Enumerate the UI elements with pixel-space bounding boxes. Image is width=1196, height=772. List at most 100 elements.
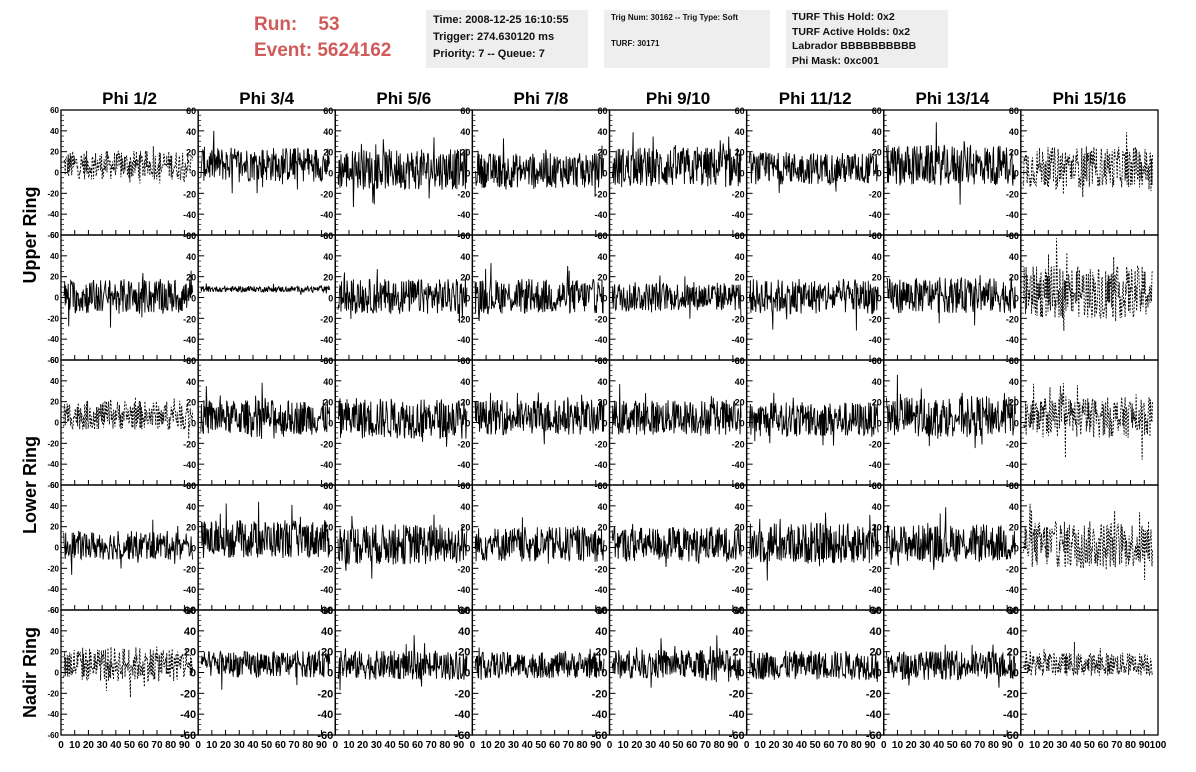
y-tick-label: 20 bbox=[872, 523, 882, 533]
y-tick-label: 60 bbox=[735, 356, 745, 366]
y-tick-label: 60 bbox=[50, 106, 59, 115]
y-tick-label: -60 bbox=[594, 481, 607, 491]
y-tick-label: -40 bbox=[594, 210, 607, 220]
y-tick-label: -60 bbox=[320, 606, 333, 616]
waveform-r2-c3 bbox=[337, 269, 468, 323]
x-tick-label: 50 bbox=[124, 740, 136, 751]
y-tick-label: 20 bbox=[735, 273, 745, 283]
y-tick-label: 60 bbox=[597, 231, 607, 241]
y-tick-label: -40 bbox=[1006, 585, 1019, 595]
y-tick-label: -40 bbox=[317, 709, 333, 721]
y-tick-label: -40 bbox=[183, 210, 196, 220]
waveform-r5-c1 bbox=[63, 646, 194, 698]
panel-r5-c8 bbox=[1020, 609, 1159, 736]
y-tick-label: -20 bbox=[47, 689, 59, 698]
priority-text: Priority: 7 -- Queue: 7 bbox=[433, 48, 545, 60]
x-tick-label: 80 bbox=[851, 740, 863, 751]
y-tick-label: -40 bbox=[1006, 460, 1019, 470]
y-tick-label: 40 bbox=[50, 627, 59, 636]
y-tick-label: -20 bbox=[47, 314, 59, 323]
x-tick-label: 60 bbox=[686, 740, 698, 751]
y-tick-label: 0 bbox=[328, 419, 333, 429]
y-tick-label: 20 bbox=[735, 148, 745, 158]
x-tick-label: 30 bbox=[919, 740, 931, 751]
y-tick-label: 60 bbox=[735, 231, 745, 241]
y-tick-label: 40 bbox=[872, 252, 882, 262]
waveform-r4-c5 bbox=[611, 523, 742, 568]
time-info-box: Time: 2008-12-25 16:10:55 Trigger: 274.6… bbox=[426, 10, 588, 68]
y-tick-label: 20 bbox=[50, 273, 59, 282]
y-tick-label: 20 bbox=[595, 647, 607, 659]
y-tick-label: 20 bbox=[460, 148, 470, 158]
y-tick-label: 0 bbox=[876, 668, 882, 680]
waveform-r2-c1 bbox=[63, 270, 194, 328]
x-tick-label: 20 bbox=[631, 740, 643, 751]
y-tick-label: -60 bbox=[180, 730, 196, 742]
waveform-r3-c4 bbox=[474, 392, 605, 445]
y-tick-label: 40 bbox=[735, 377, 745, 387]
x-tick-label: 0 bbox=[195, 740, 201, 751]
y-tick-label: -40 bbox=[47, 710, 59, 719]
y-tick-label: -20 bbox=[454, 688, 470, 700]
y-tick-label: 60 bbox=[872, 231, 882, 241]
x-tick-label: 50 bbox=[261, 740, 273, 751]
x-tick-label: 30 bbox=[508, 740, 520, 751]
y-tick-label: 0 bbox=[55, 294, 60, 303]
event-line: Event: 5624162 bbox=[254, 38, 391, 64]
y-tick-label: -40 bbox=[732, 210, 745, 220]
y-tick-label: 20 bbox=[872, 148, 882, 158]
waveform-r2-c6 bbox=[748, 278, 879, 331]
x-tick-label: 20 bbox=[357, 740, 369, 751]
y-tick-label: -60 bbox=[594, 356, 607, 366]
y-tick-label: -40 bbox=[180, 709, 196, 721]
y-tick-label: -20 bbox=[1003, 688, 1019, 700]
y-tick-label: -40 bbox=[869, 335, 882, 345]
x-tick-label: 10 bbox=[206, 740, 218, 751]
y-tick-label: 40 bbox=[50, 127, 59, 136]
y-tick-label: -40 bbox=[866, 709, 882, 721]
y-tick-label: 20 bbox=[597, 148, 607, 158]
y-tick-label: -20 bbox=[320, 564, 333, 574]
x-tick-label: 10 bbox=[69, 740, 81, 751]
y-tick-label: 60 bbox=[50, 231, 59, 240]
y-tick-label: 40 bbox=[735, 252, 745, 262]
y-tick-label: 20 bbox=[184, 647, 196, 659]
y-tick-label: 40 bbox=[870, 626, 882, 638]
y-tick-label: 40 bbox=[597, 127, 607, 137]
x-tick-label: 20 bbox=[83, 740, 95, 751]
waveform-r2-c8 bbox=[1023, 238, 1153, 331]
y-tick-label: -40 bbox=[320, 210, 333, 220]
y-tick-label: -20 bbox=[866, 688, 882, 700]
y-tick-label: 20 bbox=[735, 398, 745, 408]
x-tick-label: 90 bbox=[316, 740, 328, 751]
y-tick-label: 40 bbox=[323, 377, 333, 387]
column-header-3: Phi 5/6 bbox=[376, 89, 431, 108]
x-tick-label: 0 bbox=[58, 740, 64, 751]
row-label-upper-ring: Upper Ring bbox=[20, 187, 40, 284]
y-tick-label: -60 bbox=[1006, 481, 1019, 491]
y-tick-label: 40 bbox=[1009, 377, 1019, 387]
y-tick-label: -40 bbox=[47, 335, 59, 344]
waveform-r4-c3 bbox=[337, 514, 468, 579]
x-tick-label: 40 bbox=[385, 740, 397, 751]
y-tick-label: -60 bbox=[594, 606, 607, 616]
x-tick-label: 50 bbox=[673, 740, 685, 751]
y-tick-label: 60 bbox=[460, 231, 470, 241]
y-tick-label: 60 bbox=[1009, 106, 1019, 116]
y-tick-label: -60 bbox=[183, 606, 196, 616]
column-header-5: Phi 9/10 bbox=[646, 89, 710, 108]
y-tick-label: 20 bbox=[1009, 523, 1019, 533]
y-tick-label: 0 bbox=[1014, 544, 1019, 554]
y-tick-label: -20 bbox=[732, 314, 745, 324]
y-tick-label: -60 bbox=[183, 481, 196, 491]
x-tick-label: 60 bbox=[823, 740, 835, 751]
y-tick-label: -20 bbox=[732, 439, 745, 449]
y-tick-label: 20 bbox=[323, 273, 333, 283]
waveform-r4-c7 bbox=[886, 507, 1016, 571]
y-tick-label: 20 bbox=[735, 523, 745, 533]
y-tick-label: 60 bbox=[184, 605, 196, 617]
y-tick-label: -20 bbox=[320, 189, 333, 199]
y-tick-label: -40 bbox=[869, 460, 882, 470]
y-tick-label: 20 bbox=[1009, 148, 1019, 158]
